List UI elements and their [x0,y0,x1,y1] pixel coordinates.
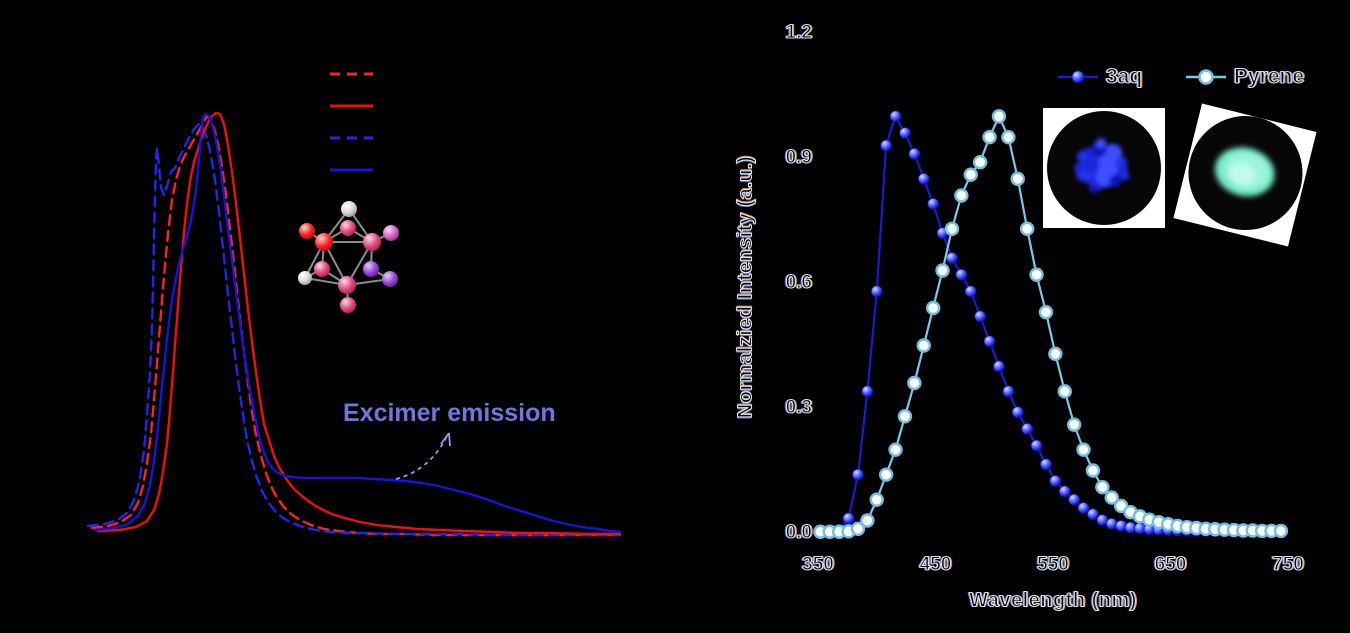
right-spectra-series [813,109,1289,539]
y-tick-label: 1.2 [785,21,813,43]
x-tick-label: 750 [1272,553,1305,575]
left-legend-lines [330,72,373,172]
x-tick-label: 350 [802,553,835,575]
right-legend-markers [1058,69,1226,85]
legend-label-pyrene: Pyrene [1233,64,1305,88]
legend-label-3aq: 3aq [1105,64,1143,88]
x-tick-label: 650 [1154,553,1187,575]
pyrene-powder-photo [1173,103,1317,247]
x-tick-label: 550 [1037,553,1070,575]
powder-photo-insets [1043,103,1317,247]
y-tick-label: 0.3 [785,396,813,418]
molecule-cluster [298,201,399,313]
y-axis-title: Normalzied Intensity (a.u.) [734,155,757,419]
left-spectra-curves [86,111,622,537]
y-tick-label: 0.0 [785,521,813,543]
y-tick-label: 0.9 [785,146,813,168]
excimer-arrow [395,432,451,480]
excimer-emission-label: Excimer emission [343,399,556,427]
y-tick-label: 0.6 [785,271,813,293]
x-axis-title: Wavelength (nm) [969,589,1137,612]
3aq-powder-photo [1043,108,1165,228]
x-tick-label: 450 [919,553,952,575]
